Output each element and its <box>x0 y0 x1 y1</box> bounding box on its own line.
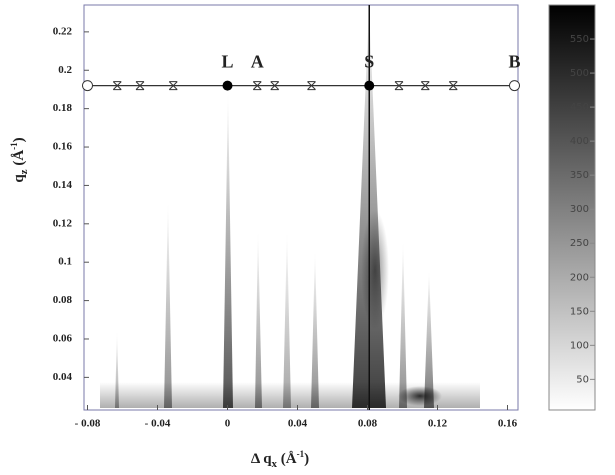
annotation: S <box>364 52 374 72</box>
marker <box>168 81 178 91</box>
colorbar-tick-label: 150 <box>570 306 589 317</box>
x-tick-label: 0 <box>225 418 231 430</box>
annotation: L <box>221 52 233 72</box>
y-tick-label: 0.1 <box>58 256 72 268</box>
y-tick-label: 0.08 <box>53 294 73 306</box>
marker <box>270 81 280 91</box>
marker <box>135 81 145 91</box>
colorbar-tick-label: 400 <box>570 136 589 147</box>
marker <box>112 81 122 91</box>
marker <box>82 80 93 92</box>
colorbar-tick-label: 300 <box>570 204 589 215</box>
annotation: A <box>251 52 264 72</box>
y-tick-label: 0.12 <box>53 217 73 229</box>
colorbar-tick-label: 350 <box>570 170 589 181</box>
marker <box>222 80 233 91</box>
x-axis-label: Δ qx (Å-1) <box>251 449 309 469</box>
x-tick-label: - 0.04 <box>145 418 171 430</box>
colorbar-tick-label: 200 <box>570 272 589 283</box>
marker <box>509 80 520 92</box>
y-tick-label: 0.04 <box>53 371 73 383</box>
annotation: B <box>508 52 520 72</box>
marker <box>448 81 458 91</box>
y-axis-label: qz (Å-1) <box>9 137 29 182</box>
y-tick-label: 0.18 <box>53 102 73 114</box>
x-tick-label: 0.08 <box>358 418 378 430</box>
marker <box>394 81 404 91</box>
y-tick-label: 0.14 <box>53 179 73 191</box>
y-tick-label: 0.2 <box>58 64 72 76</box>
x-tick-label: 0.16 <box>498 418 518 430</box>
colorbar-tick-label: 450 <box>570 102 589 113</box>
y-tick-label: 0.16 <box>53 141 73 153</box>
intensity-map <box>100 5 480 408</box>
marker <box>420 81 430 91</box>
plot-frame <box>83 4 519 411</box>
x-tick-label: 0.12 <box>428 418 448 430</box>
colorbar-tick-label: 250 <box>570 238 589 249</box>
x-tick-label: 0.04 <box>288 418 308 430</box>
colorbar-tick-label: 100 <box>570 340 589 351</box>
x-tick-label: - 0.08 <box>75 418 101 430</box>
marker <box>307 81 316 91</box>
y-tick-label: 0.06 <box>53 333 73 345</box>
colorbar-tick-label: 550 <box>570 34 589 45</box>
marker <box>252 81 262 91</box>
y-tick-label: 0.22 <box>53 25 73 37</box>
colorbar-tick-label: 50 <box>576 374 589 385</box>
colorbar-tick-label: 500 <box>570 68 589 79</box>
colorbar <box>548 4 596 411</box>
marker <box>364 80 375 91</box>
